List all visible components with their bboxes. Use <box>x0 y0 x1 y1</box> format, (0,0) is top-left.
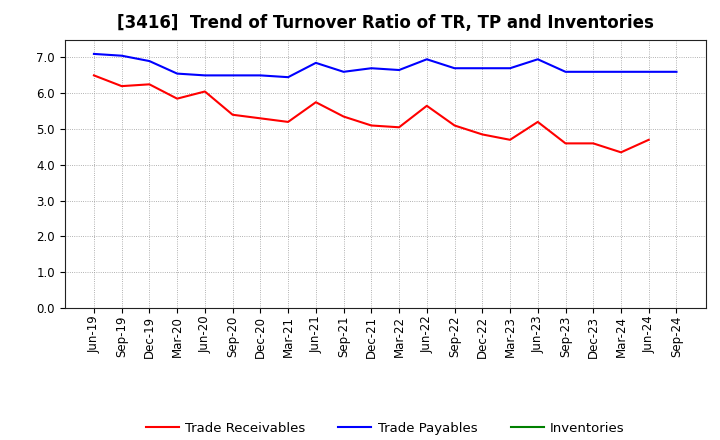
Trade Payables <box>117 53 126 59</box>
Trade Receivables <box>145 82 154 87</box>
Trade Receivables <box>201 89 210 94</box>
Trade Receivables <box>256 116 265 121</box>
Trade Payables <box>423 57 431 62</box>
Line: Trade Receivables: Trade Receivables <box>94 75 649 152</box>
Trade Receivables <box>367 123 376 128</box>
Trade Receivables <box>228 112 237 117</box>
Trade Receivables <box>644 137 653 143</box>
Trade Payables <box>89 51 98 57</box>
Trade Receivables <box>534 119 542 125</box>
Trade Payables <box>256 73 265 78</box>
Trade Receivables <box>339 114 348 119</box>
Trade Payables <box>367 66 376 71</box>
Trade Payables <box>228 73 237 78</box>
Line: Trade Payables: Trade Payables <box>94 54 677 77</box>
Trade Payables <box>284 74 292 80</box>
Trade Payables <box>173 71 181 76</box>
Trade Receivables <box>505 137 514 143</box>
Trade Payables <box>312 60 320 66</box>
Legend: Trade Receivables, Trade Payables, Inventories: Trade Receivables, Trade Payables, Inven… <box>140 417 630 440</box>
Trade Payables <box>534 57 542 62</box>
Trade Receivables <box>561 141 570 146</box>
Trade Receivables <box>173 96 181 101</box>
Trade Payables <box>644 69 653 74</box>
Trade Receivables <box>89 73 98 78</box>
Trade Receivables <box>284 119 292 125</box>
Trade Receivables <box>395 125 403 130</box>
Trade Payables <box>339 69 348 74</box>
Trade Payables <box>672 69 681 74</box>
Trade Payables <box>145 59 154 64</box>
Trade Payables <box>478 66 487 71</box>
Trade Receivables <box>589 141 598 146</box>
Title: [3416]  Trend of Turnover Ratio of TR, TP and Inventories: [3416] Trend of Turnover Ratio of TR, TP… <box>117 15 654 33</box>
Trade Receivables <box>312 99 320 105</box>
Trade Payables <box>201 73 210 78</box>
Trade Receivables <box>117 84 126 89</box>
Trade Receivables <box>423 103 431 108</box>
Trade Payables <box>395 67 403 73</box>
Trade Payables <box>616 69 625 74</box>
Trade Receivables <box>616 150 625 155</box>
Trade Receivables <box>450 123 459 128</box>
Trade Payables <box>561 69 570 74</box>
Trade Payables <box>589 69 598 74</box>
Trade Payables <box>450 66 459 71</box>
Trade Receivables <box>478 132 487 137</box>
Trade Payables <box>505 66 514 71</box>
